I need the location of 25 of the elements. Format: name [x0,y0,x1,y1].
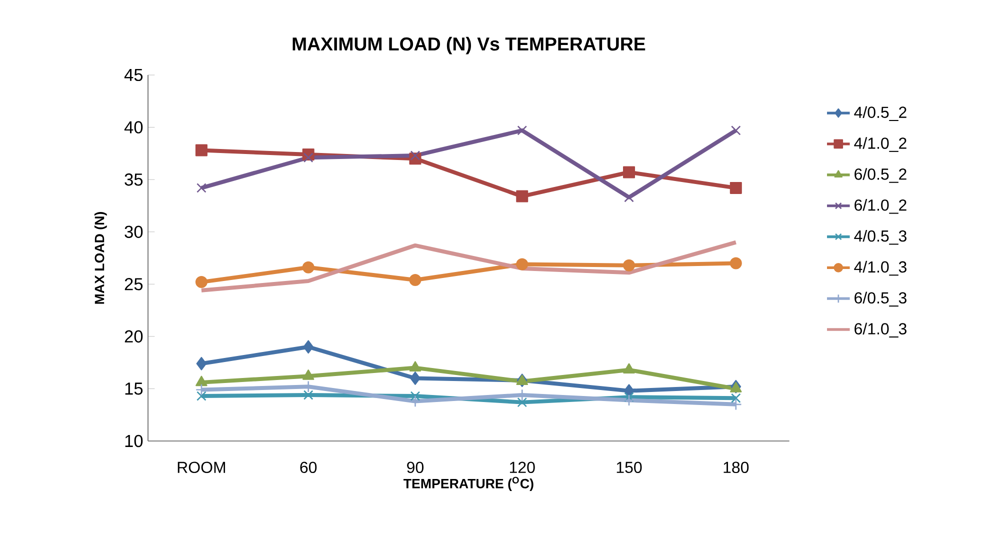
y-tick-label: 40 [124,121,143,134]
x-tick-label: 60 [300,462,317,474]
y-tick-label: 20 [124,330,143,343]
y-tick-label: 25 [124,278,143,290]
x-tick-label: ROOM [178,462,226,474]
x-axis-title: TEMPERATURE ($^{O}$C) [404,476,534,491]
y-tick-label: 30 [124,226,143,238]
legend-label: 4/1.0_3 [854,260,906,276]
legend-label: 4/1.0_2 [854,137,906,152]
legend-label: 6/1.0_2 [854,199,906,214]
y-tick-label: 45 [124,68,143,82]
x-tick-label: 120 [510,462,535,474]
x-tick-label: 150 [616,462,642,474]
chart-title: MAXIMUM LOAD (N) Vs TEMPERATURE [292,36,646,54]
legend-label: 6/0.5_3 [854,292,906,307]
y-axis-title: MAX LOAD (N) [94,212,107,304]
legend-label: 4/0.5_2 [854,106,906,122]
x-tick-label: 90 [407,462,424,474]
legend-label: 6/1.0_3 [854,322,906,338]
legend-label: 4/0.5_3 [854,230,906,245]
y-tick-label: 35 [124,173,143,186]
y-tick-label: 15 [125,382,143,395]
legend-label: 6/0.5_2 [854,168,906,183]
x-tick-label: 180 [724,462,749,474]
y-tick-label: 10 [125,434,143,448]
